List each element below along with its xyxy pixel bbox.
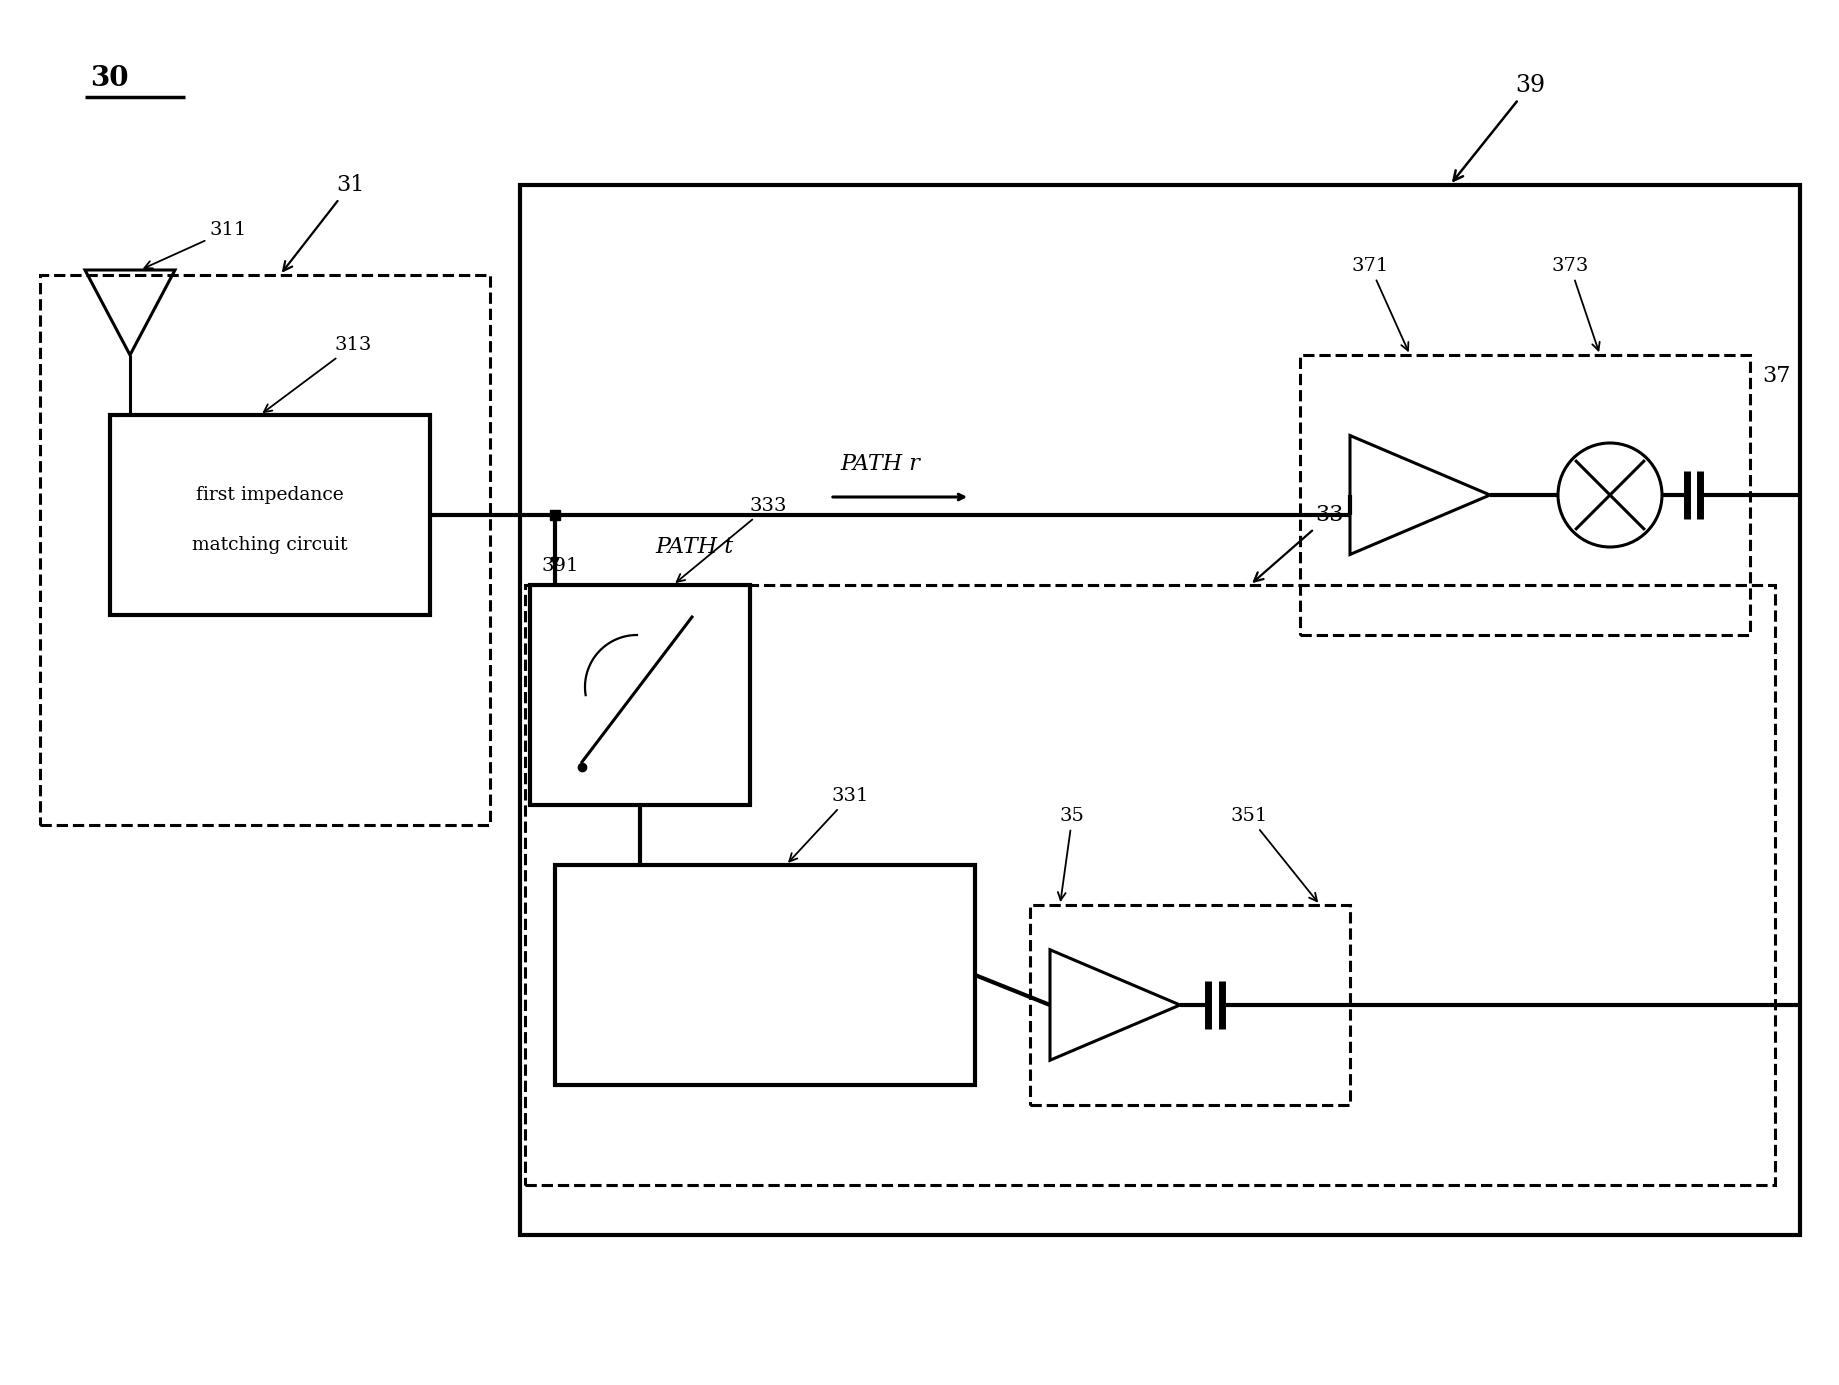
Bar bbox=[524, 584, 1775, 1186]
Text: 35: 35 bbox=[1057, 807, 1085, 900]
Text: 33: 33 bbox=[1254, 504, 1344, 582]
Text: PATH t: PATH t bbox=[655, 536, 734, 558]
Bar bbox=[520, 186, 1800, 1235]
Text: PATH r: PATH r bbox=[840, 453, 920, 475]
Text: 371: 371 bbox=[1352, 258, 1409, 350]
Bar bbox=[1300, 355, 1751, 634]
Text: 331: 331 bbox=[789, 787, 868, 861]
Text: matching circuit: matching circuit bbox=[684, 996, 846, 1014]
Text: 37: 37 bbox=[1762, 366, 1791, 386]
Text: 39: 39 bbox=[1453, 73, 1545, 180]
Text: 30: 30 bbox=[90, 65, 129, 91]
Text: 391: 391 bbox=[541, 557, 579, 575]
Bar bbox=[1030, 904, 1350, 1105]
Bar bbox=[555, 866, 975, 1084]
Text: 333: 333 bbox=[677, 497, 787, 582]
Text: 373: 373 bbox=[1552, 258, 1600, 350]
Bar bbox=[110, 416, 430, 615]
Text: 313: 313 bbox=[263, 337, 371, 413]
Bar bbox=[40, 276, 489, 825]
Text: second impedance: second impedance bbox=[673, 946, 857, 964]
Text: matching circuit: matching circuit bbox=[193, 536, 348, 554]
Text: 31: 31 bbox=[283, 175, 364, 271]
Text: first impedance: first impedance bbox=[197, 486, 344, 504]
Bar bbox=[530, 584, 750, 805]
Text: 351: 351 bbox=[1230, 807, 1317, 902]
Bar bbox=[550, 510, 561, 519]
Text: 311: 311 bbox=[145, 222, 246, 269]
